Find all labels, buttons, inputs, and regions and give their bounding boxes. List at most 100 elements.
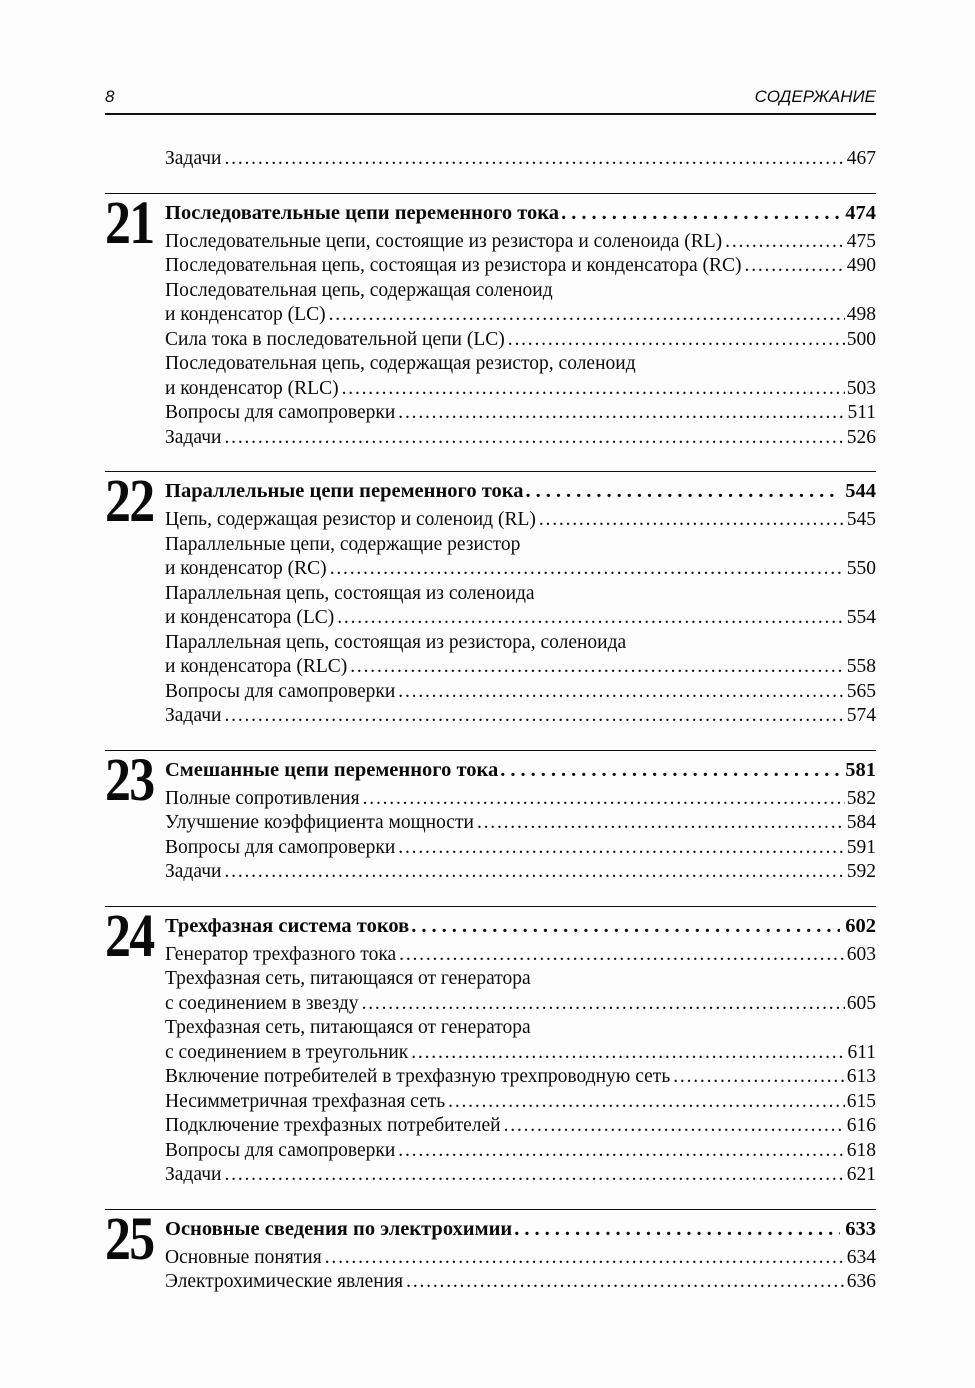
entry-text: Генератор трехфазного тока bbox=[165, 943, 397, 965]
entry-text: и конденсатор (RC) bbox=[165, 558, 327, 579]
entry-text: и конденсатора (RLC) bbox=[165, 656, 348, 677]
leader-dots bbox=[508, 328, 845, 353]
leader-dots bbox=[398, 401, 845, 426]
entry-line: Включение потребителей в трехфазную трех… bbox=[165, 1065, 876, 1090]
chapter-page: 544 bbox=[845, 480, 876, 502]
entry-line: Задачи 621 bbox=[165, 1163, 876, 1188]
leader-dots bbox=[325, 1246, 845, 1271]
entry-line: с соединением в звезду 605 bbox=[165, 992, 876, 1017]
chapter-title: Трехфазная система токов bbox=[165, 914, 410, 937]
entry-line: Вопросы для самопроверки 565 bbox=[165, 680, 876, 705]
entry-page: 591 bbox=[846, 836, 876, 858]
entry-page: 558 bbox=[846, 656, 876, 677]
entry-page: 605 bbox=[846, 992, 876, 1014]
entry-text: Задачи bbox=[165, 148, 222, 169]
entry-text: Улучшение коэффициента мощности bbox=[165, 812, 474, 833]
entry-line: и конденсатора (LC) 554 bbox=[165, 606, 876, 631]
entry-line: Трехфазная сеть, питающаяся от генератор… bbox=[165, 967, 876, 992]
toc-entry: Вопросы для самопроверки 565 bbox=[165, 680, 876, 705]
chapter-section: 21 Последовательные цепи переменного тока… bbox=[105, 192, 876, 451]
entry-line: Вопросы для самопроверки 511 bbox=[165, 401, 876, 426]
leader-dots bbox=[350, 655, 845, 680]
chapter-body: Трехфазная система токов 602 Генератор тре… bbox=[165, 913, 876, 1188]
leader-dots bbox=[539, 508, 845, 533]
leader-dots bbox=[561, 200, 840, 227]
entry-page: 511 bbox=[847, 402, 876, 423]
entry-line: Параллельная цепь, состоящая из соленоид… bbox=[165, 582, 876, 607]
entry-text: Задачи bbox=[165, 1164, 222, 1185]
chapter-title-line: Основные сведения по электрохимии 633 bbox=[165, 1216, 876, 1243]
entry-page: 592 bbox=[846, 861, 876, 882]
entry-text: Задачи bbox=[165, 426, 222, 448]
toc-entry: Задачи 621 bbox=[165, 1163, 876, 1188]
leader-dots bbox=[725, 230, 845, 255]
leader-dots bbox=[411, 1041, 845, 1066]
toc-entry: Последовательная цепь, состоящая из рези… bbox=[165, 254, 876, 279]
entry-text: Последовательные цепи, состоящие из рези… bbox=[165, 230, 723, 252]
entry-line: Последовательная цепь, состоящая из рези… bbox=[165, 254, 876, 279]
entry-line: и конденсатора (RLC) 558 bbox=[165, 655, 876, 680]
content-area: 8 СОДЕРЖАНИЕ Задачи 467 21 Последовательны… bbox=[105, 0, 876, 1295]
entry-line: Последовательная цепь, содержащая резист… bbox=[165, 352, 876, 377]
chapter-page: 581 bbox=[845, 758, 876, 781]
toc-entry: Трехфазная сеть, питающаяся от генератор… bbox=[165, 967, 876, 1016]
toc-entry: Цепь, содержащая резистор и соленоид (RL… bbox=[165, 508, 876, 533]
entry-page: 611 bbox=[847, 1041, 876, 1063]
toc-entry: Параллельная цепь, состоящая из резистор… bbox=[165, 631, 876, 680]
entry-line: Подключение трехфазных потребителей 616 bbox=[165, 1114, 876, 1139]
chapter-title: Последовательные цепи переменного тока bbox=[165, 201, 560, 224]
entry-text: Включение потребителей в трехфазную трех… bbox=[165, 1066, 671, 1087]
entry-page: 613 bbox=[846, 1066, 876, 1087]
entry-text: Параллельная цепь, состоящая из соленоид… bbox=[165, 582, 535, 604]
entry-line: Параллельные цепи, содержащие резистор bbox=[165, 533, 876, 558]
toc-entry: Последовательная цепь, содержащая резист… bbox=[165, 352, 876, 401]
entry-text: Цепь, содержащая резистор и соленоид (RL… bbox=[165, 509, 536, 530]
leader-dots bbox=[514, 1216, 840, 1243]
entry-line: Задачи 592 bbox=[165, 860, 876, 885]
leader-dots bbox=[224, 147, 844, 172]
entry-line: Улучшение коэффициента мощности 584 bbox=[165, 811, 876, 836]
leader-dots bbox=[411, 913, 840, 940]
toc-entry: Задачи 526 bbox=[165, 426, 876, 451]
entry-text: Электрохимические явления bbox=[165, 1271, 404, 1292]
entry-page: 615 bbox=[846, 1090, 876, 1112]
leader-dots bbox=[504, 1114, 845, 1139]
chapter-title-line: Трехфазная система токов 602 bbox=[165, 913, 876, 940]
entry-line: Основные понятия 634 bbox=[165, 1246, 876, 1271]
leader-dots bbox=[500, 757, 840, 784]
entry-page: 554 bbox=[846, 607, 876, 628]
toc-entry: Задачи 592 bbox=[165, 860, 876, 885]
entry-text: и конденсатор (LC) bbox=[165, 304, 326, 325]
chapter-title: Параллельные цепи переменного тока bbox=[165, 480, 524, 502]
leader-dots bbox=[329, 303, 845, 328]
leader-dots bbox=[342, 377, 845, 402]
entry-line: Задачи 574 bbox=[165, 704, 876, 729]
chapter-title: Основные сведения по электрохимии bbox=[165, 1217, 513, 1240]
leader-dots bbox=[526, 478, 841, 505]
toc-entry: Вопросы для самопроверки 591 bbox=[165, 836, 876, 861]
entry-page: 498 bbox=[846, 304, 876, 325]
toc-entry: Несимметричная трехфазная сеть 615 bbox=[165, 1090, 876, 1115]
leader-dots bbox=[398, 680, 844, 705]
chapter-number: 25 bbox=[105, 1205, 155, 1273]
entry-text: Задачи bbox=[165, 861, 222, 882]
leader-dots bbox=[224, 426, 844, 451]
entry-line: и конденсатор (RC) 550 bbox=[165, 557, 876, 582]
entry-line: Полные сопротивления 582 bbox=[165, 787, 876, 812]
entry-line: Задачи 467 bbox=[165, 147, 876, 172]
entry-text: и конденсатора (LC) bbox=[165, 607, 335, 628]
entry-text: Трехфазная сеть, питающаяся от генератор… bbox=[165, 968, 531, 989]
entry-page: 503 bbox=[846, 377, 876, 399]
toc-entry: Подключение трехфазных потребителей 616 bbox=[165, 1114, 876, 1139]
page-header: 8 СОДЕРЖАНИЕ bbox=[105, 0, 876, 115]
entry-text: Параллельные цепи, содержащие резистор bbox=[165, 533, 521, 555]
entry-text: Параллельная цепь, состоящая из резистор… bbox=[165, 631, 627, 653]
chapter-title-line: Смешанные цепи переменного тока 581 bbox=[165, 757, 876, 784]
entry-text: Задачи bbox=[165, 705, 222, 726]
toc-entry: Задачи 467 bbox=[165, 147, 876, 172]
chapter-number: 22 bbox=[105, 468, 155, 535]
chapter-section: 22 Параллельные цепи переменного тока 544 Ц… bbox=[105, 471, 876, 729]
entry-page: 467 bbox=[846, 148, 876, 169]
entry-page: 574 bbox=[846, 705, 876, 726]
chapter-title-line: Параллельные цепи переменного тока 544 bbox=[165, 478, 876, 505]
